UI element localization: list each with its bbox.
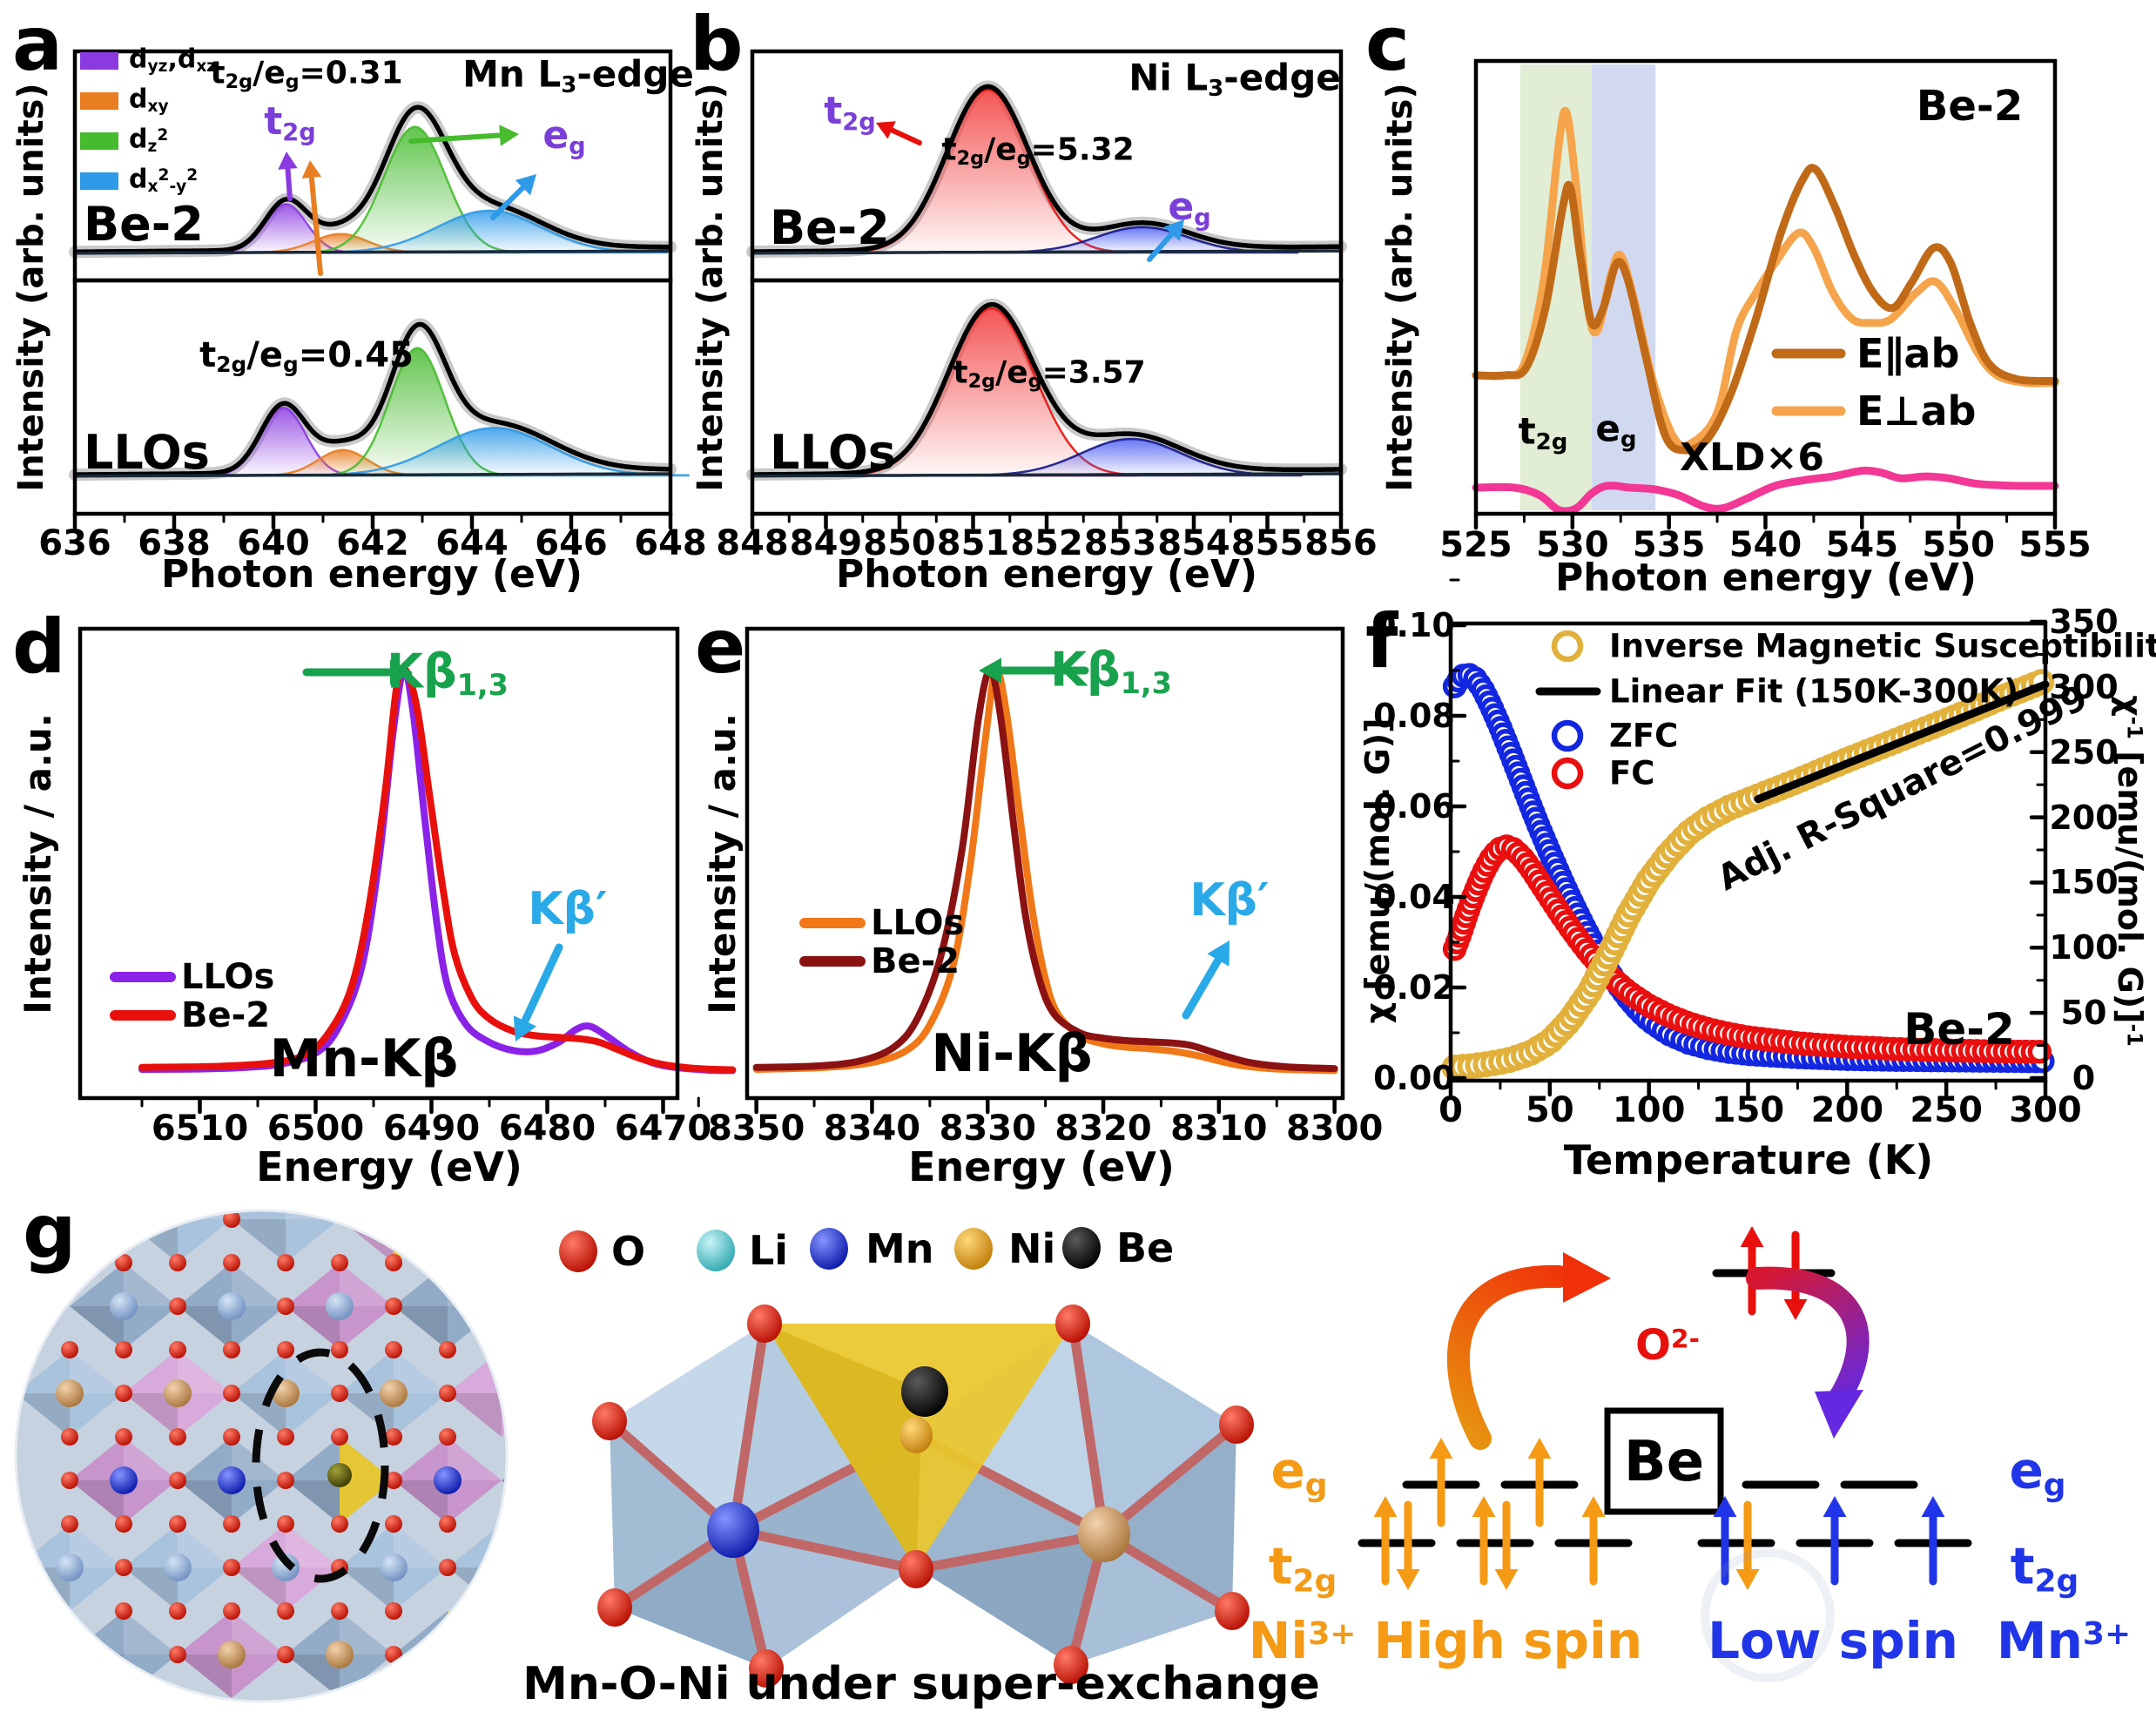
super-exchange-structure xyxy=(592,1304,1254,1688)
panel-f-plot xyxy=(1441,578,2055,1097)
panel-c-plot xyxy=(1472,58,2059,530)
panel-a-plot xyxy=(69,49,690,530)
panel-b-plot xyxy=(746,49,1347,530)
panel-e-plot xyxy=(697,626,1345,1115)
panel-g-lattice xyxy=(14,1209,509,1703)
panel-d-plot xyxy=(77,626,737,1115)
atom-legend-spheres xyxy=(559,1227,1101,1272)
spin-diagram xyxy=(1358,1226,1972,1682)
